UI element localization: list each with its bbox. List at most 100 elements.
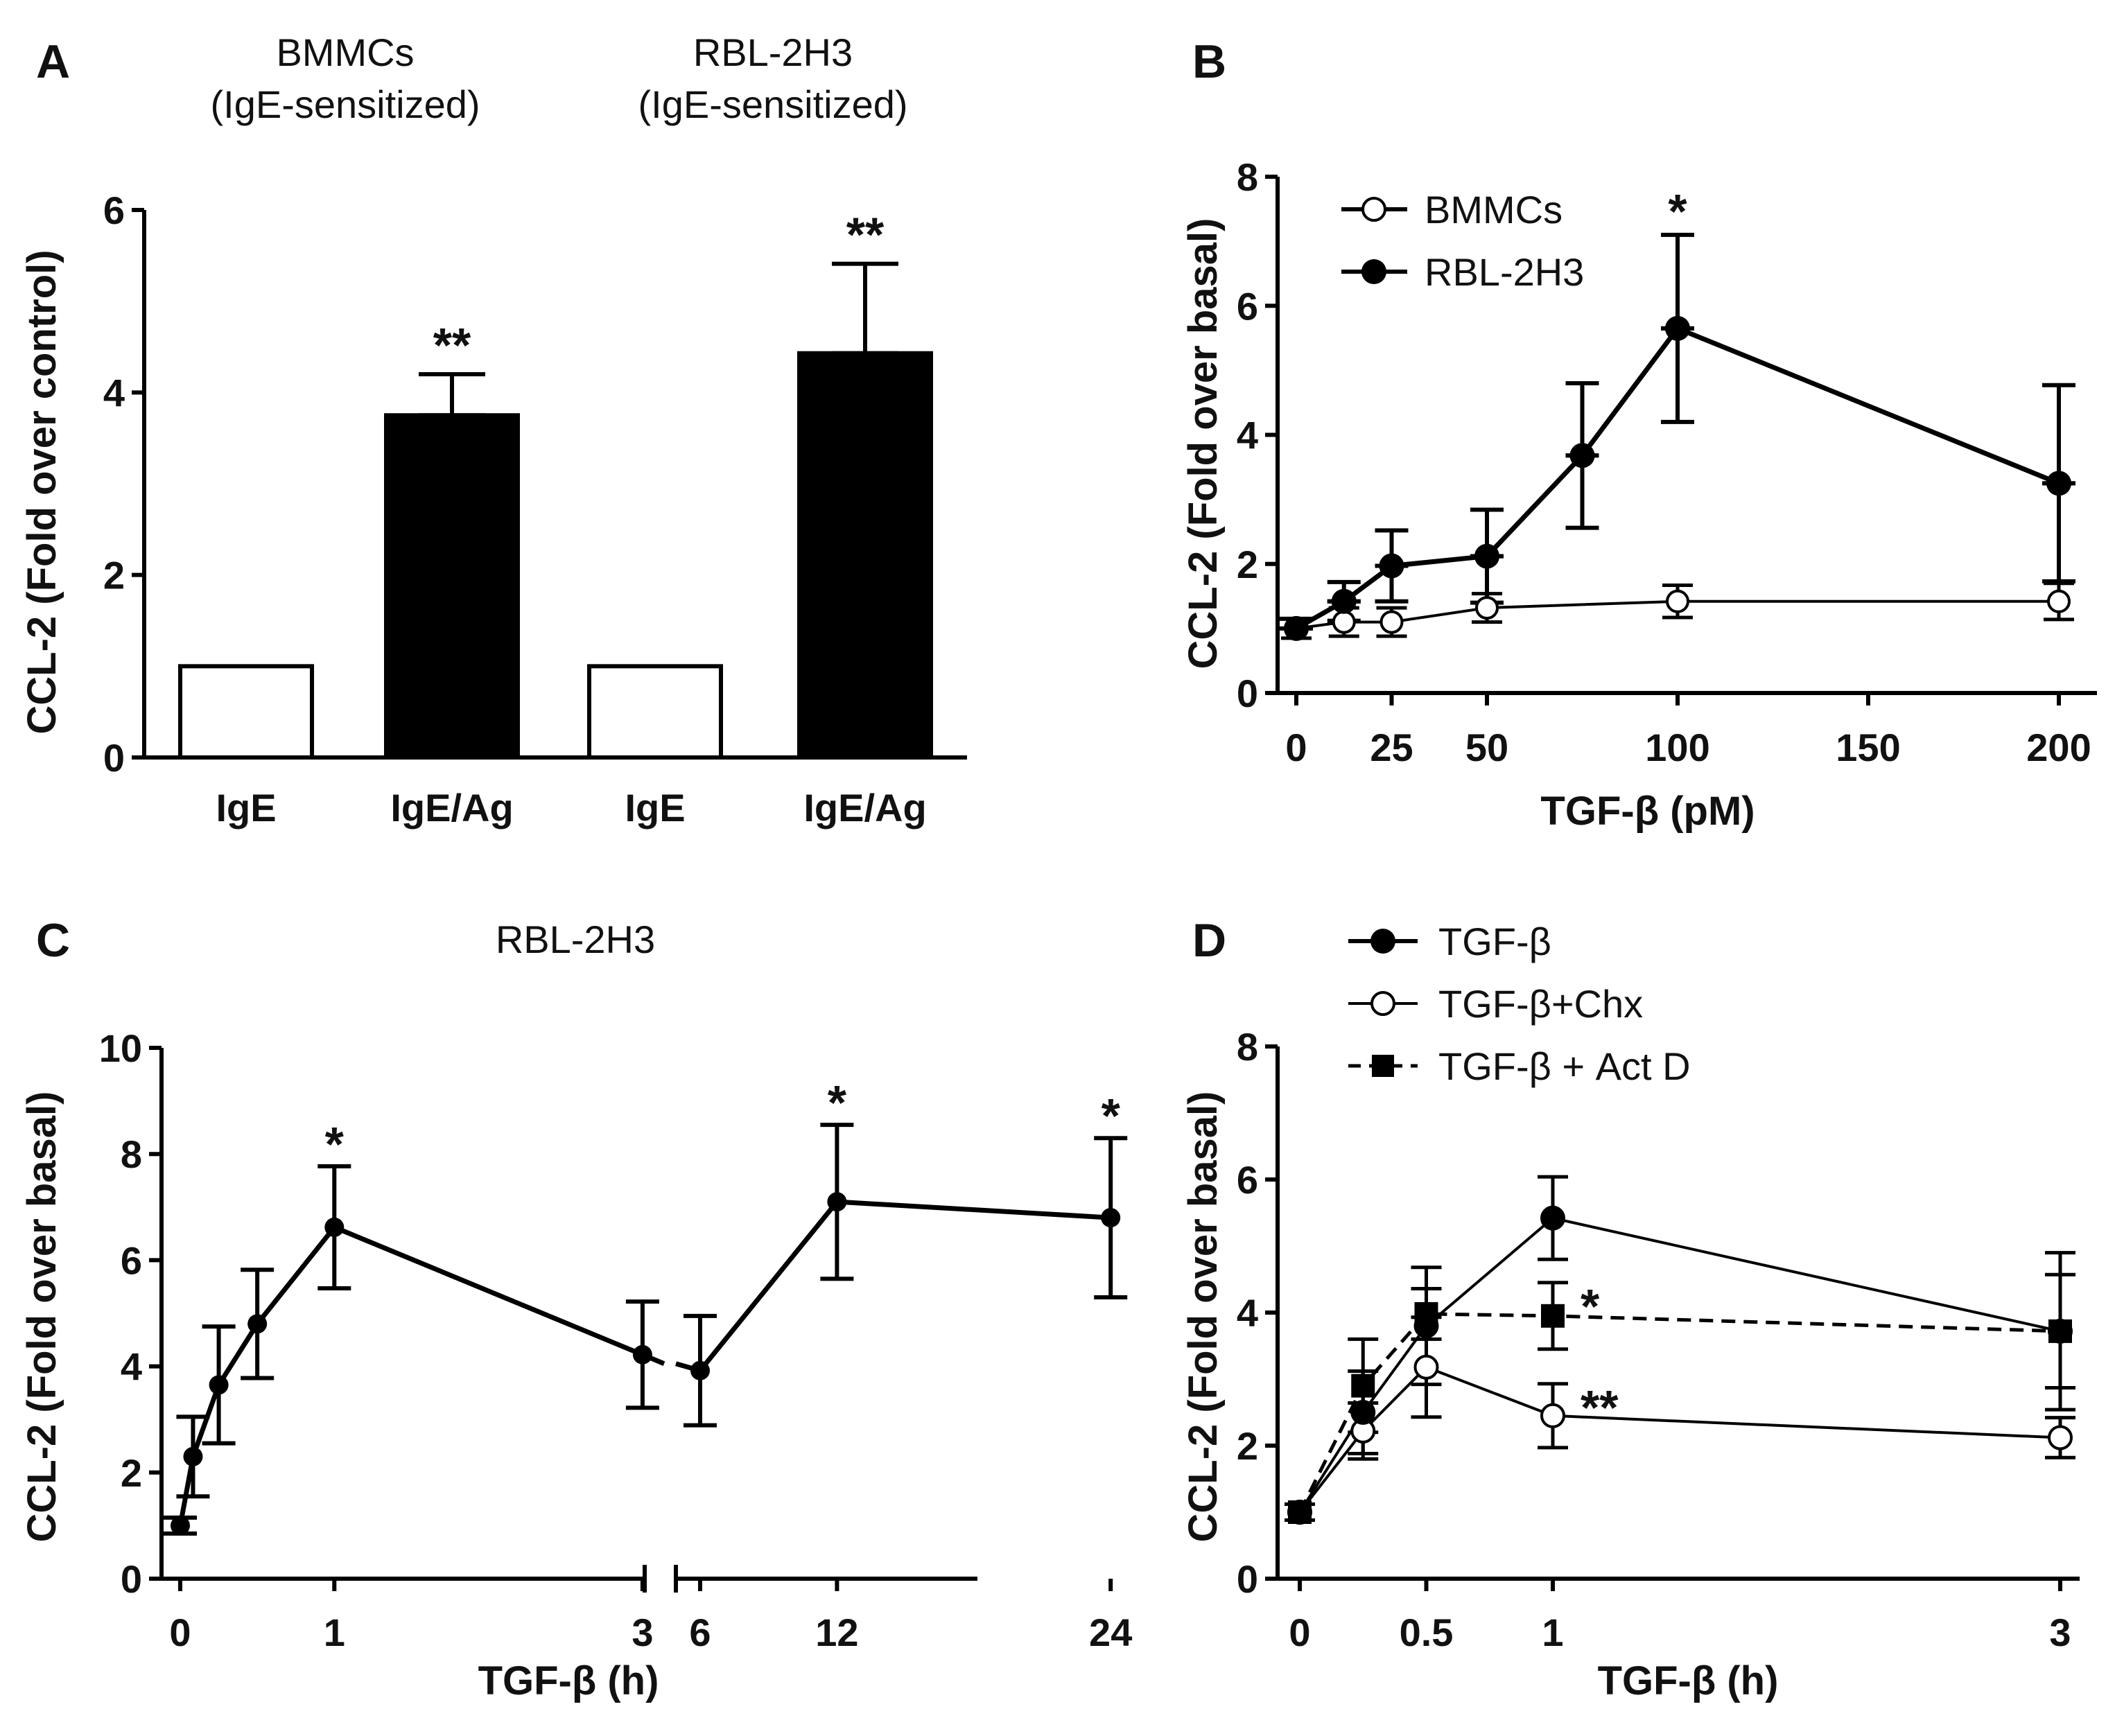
- a-significance-4: **: [846, 208, 885, 262]
- d-point-tgfb: [1540, 1205, 1565, 1231]
- d-line-actd: [1298, 1312, 2061, 1514]
- c-xtick-label: 6: [689, 1611, 711, 1654]
- c-significance: *: [828, 1076, 847, 1130]
- d-point-chx: [1540, 1403, 1565, 1428]
- d-xtick-label: 3: [2049, 1611, 2071, 1654]
- a-ytick-label: 2: [103, 554, 125, 597]
- d-ytick-label: 4: [1237, 1291, 1258, 1335]
- b-xtick-label: 150: [1836, 726, 1900, 769]
- panel-a-ylabel: CCL-2 (Fold over control): [19, 249, 64, 734]
- c-point: [247, 1314, 268, 1334]
- a-ytick-label: 0: [103, 736, 125, 780]
- d-significance-actd: *: [1581, 1279, 1600, 1333]
- c-point: [1101, 1208, 1121, 1228]
- d-line-chx: [1298, 1365, 2061, 1514]
- panel-letter-d: D: [1192, 914, 1226, 967]
- b-xtick-label: 0: [1285, 726, 1307, 769]
- b-xtick-label: 25: [1370, 726, 1413, 769]
- a-bar-3: [587, 664, 723, 760]
- d-ytick-label: 6: [1237, 1158, 1258, 1202]
- c-point: [632, 1344, 652, 1365]
- panel-letter-b: B: [1192, 35, 1226, 88]
- d-xtick-label: 0: [1289, 1611, 1310, 1654]
- c-ytick-label: 2: [121, 1451, 142, 1495]
- c-significance: *: [325, 1117, 345, 1171]
- b-point-rbl2h3: [1474, 543, 1499, 569]
- panel-a-chart: 0 2 4 6 IgE ** IgE/Ag IgE ** IgE/Ag: [103, 188, 967, 830]
- d-significance-chx: **: [1581, 1380, 1619, 1435]
- legend-d-tgfb-label: TGF-β: [1438, 920, 1551, 963]
- d-point-actd: [1288, 1500, 1312, 1524]
- b-point-bmmcs: [1666, 589, 1689, 613]
- panel-c-ylabel: CCL-2 (Fold over basal): [19, 1091, 64, 1543]
- b-ytick-label: 2: [1237, 543, 1258, 586]
- c-point: [171, 1516, 190, 1536]
- c-point: [690, 1360, 710, 1380]
- a-bar-2: [384, 413, 520, 760]
- a-ytick-label: 4: [103, 371, 125, 414]
- b-error-bar-rbl2h3: [2042, 383, 2075, 486]
- c-point: [827, 1192, 847, 1212]
- b-point-rbl2h3: [1569, 443, 1595, 468]
- a-error-bar-4: [832, 261, 898, 356]
- c-xtick-label: 24: [1089, 1611, 1132, 1654]
- legend-b-bmmcs-marker: [1341, 197, 1407, 222]
- b-xtick-label: 200: [2026, 726, 2091, 769]
- d-xtick-label: 0.5: [1400, 1611, 1454, 1654]
- a-ytick-label: 6: [103, 188, 125, 232]
- panel-a-header-1-line2: (IgE-sensitized): [210, 82, 480, 126]
- b-ytick-label: 4: [1237, 414, 1258, 457]
- b-point-bmmcs: [2047, 589, 2071, 613]
- panel-letter-a: A: [36, 35, 70, 88]
- c-ytick-label: 4: [121, 1345, 142, 1389]
- b-point-bmmcs: [1379, 610, 1404, 634]
- c-xtick-label: 3: [632, 1611, 653, 1654]
- d-ytick-label: 0: [1237, 1557, 1258, 1601]
- panel-c-header: RBL-2H3: [496, 918, 655, 961]
- d-ytick-label: 2: [1237, 1424, 1258, 1468]
- a-bar-4: [797, 351, 933, 760]
- legend-d-actd-label: TGF-β + Act D: [1438, 1044, 1691, 1088]
- d-point-actd: [2048, 1319, 2072, 1343]
- panel-d-xlabel: TGF-β (h): [1598, 1658, 1779, 1703]
- d-point-actd: [1414, 1301, 1438, 1326]
- panel-c-xlabel: TGF-β (h): [478, 1658, 659, 1703]
- c-xtick-label: 12: [815, 1611, 858, 1654]
- c-point: [324, 1217, 345, 1237]
- panel-letter-c: C: [36, 914, 70, 967]
- d-point-tgfb: [1350, 1400, 1376, 1425]
- c-ytick-label: 0: [121, 1557, 142, 1601]
- c-xtick-label: 0: [169, 1611, 191, 1654]
- b-point-bmmcs: [1332, 610, 1356, 634]
- c-ytick-label: 8: [121, 1132, 142, 1176]
- panel-a-header-2-line1: RBL-2H3: [693, 30, 853, 74]
- c-point: [183, 1446, 203, 1466]
- b-point-rbl2h3: [1331, 588, 1357, 614]
- legend-b-rbl2h3-label: RBL-2H3: [1425, 250, 1584, 294]
- d-point-chx: [2048, 1425, 2073, 1450]
- legend-b-bmmcs-label: BMMCs: [1425, 188, 1562, 231]
- b-point-bmmcs: [1475, 596, 1499, 620]
- b-xtick-label: 50: [1465, 726, 1508, 769]
- b-point-rbl2h3: [1379, 553, 1404, 579]
- legend-d-chx-label: TGF-β+Chx: [1438, 982, 1643, 1026]
- b-point-rbl2h3: [2046, 471, 2071, 496]
- a-xtick-label-2: IgE/Ag: [390, 786, 513, 830]
- c-line-seg2: [675, 1199, 1111, 1374]
- panel-d-ylabel: CCL-2 (Fold over basal): [1181, 1091, 1226, 1543]
- b-point-rbl2h3: [1284, 615, 1309, 641]
- c-point: [209, 1375, 229, 1395]
- b-error-bar-rbl2h3-lower: [2042, 481, 2075, 584]
- panel-b-xlabel: TGF-β (pM): [1540, 789, 1755, 834]
- d-ytick-label: 8: [1237, 1025, 1258, 1069]
- b-error-bar-rbl2h3: [1661, 232, 1694, 331]
- b-ytick-label: 8: [1237, 155, 1258, 199]
- c-significance: *: [1102, 1089, 1121, 1143]
- b-ytick-label: 6: [1237, 284, 1258, 328]
- panel-a-header-1-line1: BMMCs: [276, 30, 414, 74]
- c-ytick-label: 10: [99, 1026, 142, 1070]
- d-point-chx: [1413, 1354, 1439, 1380]
